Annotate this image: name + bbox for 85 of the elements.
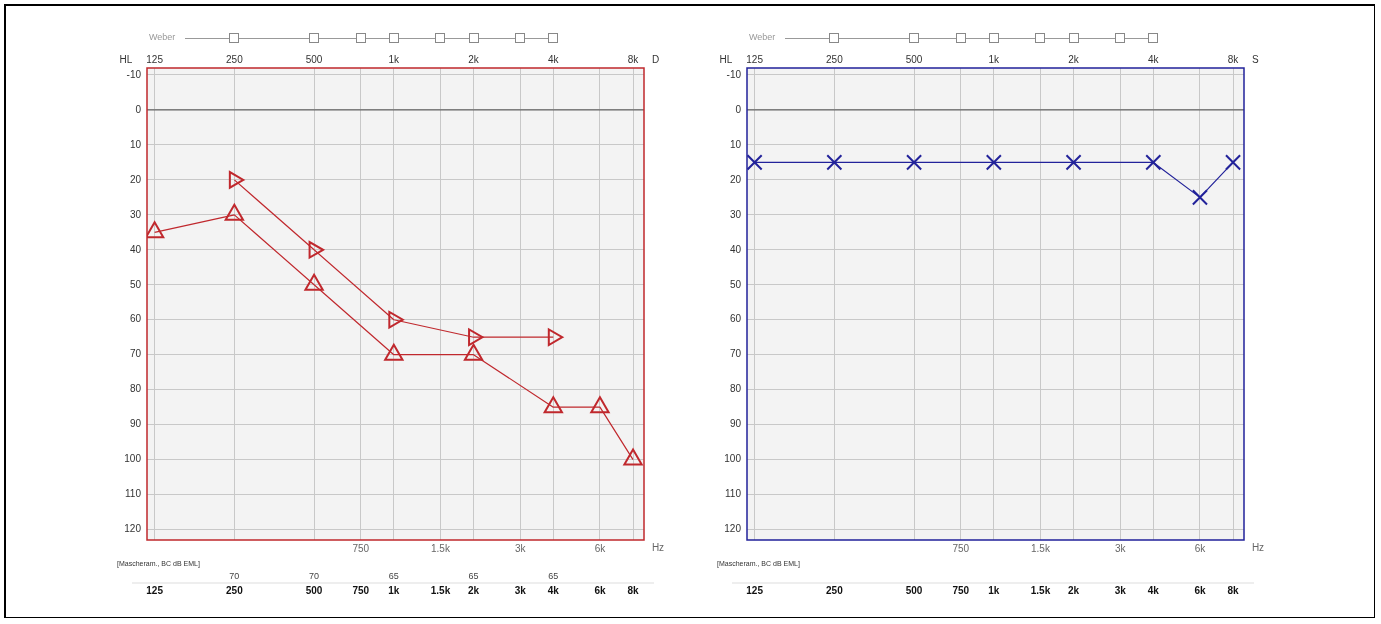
y-tick-label: 110 bbox=[125, 488, 142, 500]
x-tick-label: 1k bbox=[988, 584, 1000, 596]
text: 750 bbox=[952, 542, 970, 554]
y-tick-label: 100 bbox=[724, 453, 742, 465]
y-tick-label: 20 bbox=[729, 173, 742, 185]
y-axis-title: HL bbox=[119, 53, 133, 65]
text: 1k bbox=[988, 53, 1001, 65]
x-tick-label: 8k bbox=[1227, 584, 1240, 596]
y-tick-label: 20 bbox=[129, 173, 142, 185]
y-tick-label: 120 bbox=[724, 523, 742, 535]
x-tick-label: 1.5k bbox=[1030, 584, 1051, 596]
text: 125 bbox=[746, 53, 764, 65]
text: 250 bbox=[826, 53, 844, 65]
y-tick-label: 80 bbox=[129, 383, 142, 395]
y-tick-label: 120 bbox=[124, 523, 142, 535]
text: 1.5k bbox=[431, 542, 451, 554]
y-tick-label: 60 bbox=[729, 313, 742, 325]
x-tick-label: 3k bbox=[1114, 584, 1127, 596]
x-tick-label: 750 bbox=[952, 584, 970, 596]
text: 1.5k bbox=[1031, 542, 1051, 554]
text: 1k bbox=[388, 53, 401, 65]
text: 8k bbox=[1227, 53, 1240, 65]
text: 65 bbox=[388, 571, 399, 582]
text: 6k bbox=[1194, 542, 1207, 554]
text: 65 bbox=[468, 571, 479, 582]
y-tick-label: 0 bbox=[135, 103, 142, 115]
y-tick-label: 30 bbox=[729, 208, 742, 220]
y-tick-label: 90 bbox=[129, 418, 142, 430]
y-tick-label: 90 bbox=[729, 418, 742, 430]
text: 500 bbox=[905, 53, 923, 65]
x-tick-label: 250 bbox=[226, 584, 244, 596]
x-tick-label: 6k bbox=[1194, 584, 1206, 596]
x-tick-label: 1k bbox=[388, 584, 400, 596]
x-axis-title: Hz bbox=[651, 541, 665, 553]
x-tick-label: 2k bbox=[1068, 584, 1080, 596]
text: 3k bbox=[1114, 542, 1127, 554]
x-tick-label: 4k bbox=[547, 584, 560, 596]
y-axis-title: HL bbox=[719, 53, 733, 65]
text: 70 bbox=[229, 571, 240, 582]
text: 750 bbox=[352, 542, 370, 554]
text: Weber bbox=[749, 32, 776, 43]
text: 65 bbox=[548, 571, 559, 582]
y-tick-label: 80 bbox=[729, 383, 742, 395]
text: 125 bbox=[146, 53, 164, 65]
y-tick-label: 40 bbox=[129, 243, 142, 255]
text: 250 bbox=[226, 53, 244, 65]
y-tick-label: -10 bbox=[726, 68, 742, 80]
text: 500 bbox=[305, 53, 323, 65]
x-tick-label: 750 bbox=[352, 584, 370, 596]
y-tick-label: 10 bbox=[129, 138, 142, 150]
y-tick-label: 60 bbox=[129, 313, 142, 325]
text: 3k bbox=[514, 542, 527, 554]
y-tick-label: 70 bbox=[729, 348, 742, 360]
text: Weber bbox=[149, 32, 176, 43]
x-tick-label: 500 bbox=[305, 584, 323, 596]
text: 2k bbox=[1068, 53, 1080, 65]
x-axis-title: Hz bbox=[1251, 541, 1265, 553]
x-tick-label: 2k bbox=[468, 584, 480, 596]
y-tick-label: 40 bbox=[729, 243, 742, 255]
text: S bbox=[1252, 53, 1259, 65]
text: 8k bbox=[627, 53, 640, 65]
x-tick-label: 1.5k bbox=[430, 584, 451, 596]
y-tick-label: 30 bbox=[129, 208, 142, 220]
y-tick-label: 50 bbox=[129, 278, 142, 290]
text: 4k bbox=[548, 53, 560, 65]
x-tick-label: 250 bbox=[826, 584, 844, 596]
x-tick-label: 500 bbox=[905, 584, 923, 596]
y-tick-label: 50 bbox=[729, 278, 742, 290]
x-tick-label: 125 bbox=[146, 584, 164, 596]
text: 70 bbox=[309, 571, 320, 582]
x-tick-label: 4k bbox=[1147, 584, 1160, 596]
y-tick-label: 0 bbox=[735, 103, 742, 115]
y-tick-label: -10 bbox=[126, 68, 142, 80]
text: 2k bbox=[468, 53, 480, 65]
x-tick-label: 6k bbox=[594, 584, 606, 596]
y-tick-label: 70 bbox=[129, 348, 142, 360]
x-tick-label: 3k bbox=[514, 584, 527, 596]
y-tick-label: 110 bbox=[725, 488, 742, 500]
x-tick-label: 125 bbox=[746, 584, 764, 596]
y-tick-label: 10 bbox=[729, 138, 742, 150]
text: 4k bbox=[1148, 53, 1160, 65]
text: D bbox=[652, 53, 660, 65]
y-tick-label: 100 bbox=[124, 453, 142, 465]
text: 6k bbox=[594, 542, 607, 554]
x-tick-label: 8k bbox=[627, 584, 640, 596]
